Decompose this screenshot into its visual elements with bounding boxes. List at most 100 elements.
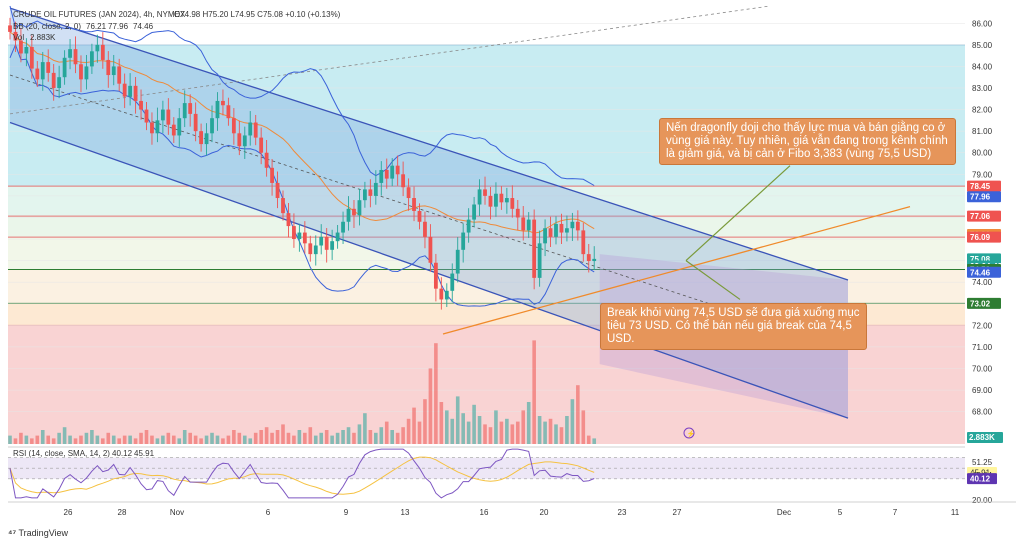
candle[interactable] (521, 217, 526, 231)
candle[interactable] (565, 228, 569, 233)
candle[interactable] (433, 262, 438, 289)
candle[interactable] (559, 223, 564, 233)
candle[interactable] (532, 219, 537, 278)
annotation-upper[interactable]: Nến dragonfly doji cho thấy lực mua và b… (659, 118, 956, 165)
candle[interactable] (117, 66, 122, 84)
candle[interactable] (466, 219, 471, 233)
candle[interactable] (188, 103, 193, 114)
candle[interactable] (122, 83, 127, 97)
candle[interactable] (488, 195, 493, 207)
candle[interactable] (84, 66, 89, 80)
candle[interactable] (592, 258, 597, 262)
candle[interactable] (586, 254, 591, 262)
candle[interactable] (499, 193, 504, 203)
candle[interactable] (581, 230, 586, 255)
candle[interactable] (357, 200, 362, 216)
symbol-title[interactable]: CRUDE OIL FUTURES (JAN 2024), 4h, NYMEX (13, 10, 186, 19)
candle[interactable] (177, 118, 182, 136)
candle[interactable] (215, 100, 220, 119)
candle[interactable] (90, 51, 94, 67)
candle[interactable] (504, 198, 509, 203)
candle[interactable] (406, 187, 411, 199)
candle[interactable] (313, 245, 318, 255)
candle[interactable] (210, 118, 214, 134)
candle[interactable] (281, 198, 285, 214)
candle[interactable] (439, 288, 444, 300)
candle[interactable] (450, 273, 455, 291)
candle[interactable] (346, 208, 351, 222)
tradingview-logo[interactable]: ⁴⁷ TradingView (8, 528, 68, 538)
candle[interactable] (275, 182, 280, 199)
candle[interactable] (57, 77, 62, 88)
candle[interactable] (24, 46, 29, 54)
candle[interactable] (368, 189, 373, 196)
candle[interactable] (171, 124, 176, 136)
candle[interactable] (128, 85, 133, 97)
candle[interactable] (444, 290, 449, 300)
annotation-lower[interactable]: Break khỏi vùng 74,5 USD sẽ đưa giá xuốn… (600, 303, 867, 350)
candle[interactable] (526, 219, 531, 231)
candle[interactable] (51, 72, 56, 88)
candle[interactable] (270, 167, 274, 183)
candle[interactable] (95, 44, 100, 52)
candle[interactable] (417, 210, 422, 222)
candle[interactable] (412, 198, 416, 211)
candle[interactable] (401, 174, 406, 188)
candle[interactable] (40, 62, 45, 80)
candle[interactable] (199, 131, 203, 145)
candle[interactable] (231, 118, 236, 134)
candle[interactable] (150, 122, 154, 134)
candle[interactable] (363, 189, 367, 201)
candle[interactable] (73, 49, 78, 65)
candle[interactable] (472, 204, 476, 220)
candle[interactable] (537, 243, 542, 278)
candle[interactable] (330, 241, 335, 250)
candle[interactable] (341, 221, 345, 233)
candle[interactable] (35, 68, 40, 80)
candles[interactable] (8, 17, 597, 310)
time-axis[interactable]: 26 28 Nov 6 9 13 16 20 23 27 Dec 5 7 11 (8, 501, 1016, 517)
candle[interactable] (253, 122, 258, 138)
candle[interactable] (554, 223, 558, 237)
candle[interactable] (477, 189, 482, 205)
candle[interactable] (166, 109, 171, 125)
candle[interactable] (155, 120, 160, 134)
candle[interactable] (264, 152, 269, 168)
candle[interactable] (319, 236, 324, 246)
candle[interactable] (286, 213, 291, 227)
candle[interactable] (390, 165, 395, 179)
candle[interactable] (248, 122, 253, 136)
candle[interactable] (259, 137, 264, 153)
candle[interactable] (308, 243, 313, 255)
candle[interactable] (79, 64, 83, 80)
candle[interactable] (292, 226, 296, 240)
candle[interactable] (242, 135, 247, 147)
candle[interactable] (144, 109, 149, 123)
candle[interactable] (62, 57, 67, 78)
candle[interactable] (139, 100, 143, 110)
candle[interactable] (395, 165, 400, 175)
vol-label[interactable]: Vol (13, 33, 24, 42)
candle[interactable] (494, 193, 498, 207)
candle[interactable] (570, 221, 575, 229)
candle[interactable] (384, 169, 389, 179)
candle[interactable] (68, 49, 72, 58)
candle[interactable] (13, 31, 18, 41)
candle[interactable] (373, 182, 378, 196)
candle[interactable] (29, 46, 34, 69)
candle[interactable] (226, 105, 231, 119)
candle[interactable] (100, 44, 105, 60)
candle[interactable] (111, 66, 116, 76)
candle[interactable] (221, 100, 225, 106)
candle[interactable] (483, 189, 487, 196)
candle[interactable] (575, 221, 580, 231)
candle[interactable] (461, 232, 466, 250)
candle[interactable] (106, 59, 111, 76)
candle[interactable] (428, 236, 433, 263)
candle[interactable] (302, 232, 307, 244)
candle[interactable] (548, 228, 553, 237)
candle[interactable] (8, 25, 12, 32)
rsi-label[interactable]: RSI (14, close, SMA, 14, 2) (13, 449, 110, 458)
candle[interactable] (379, 169, 384, 183)
candle[interactable] (352, 208, 356, 216)
